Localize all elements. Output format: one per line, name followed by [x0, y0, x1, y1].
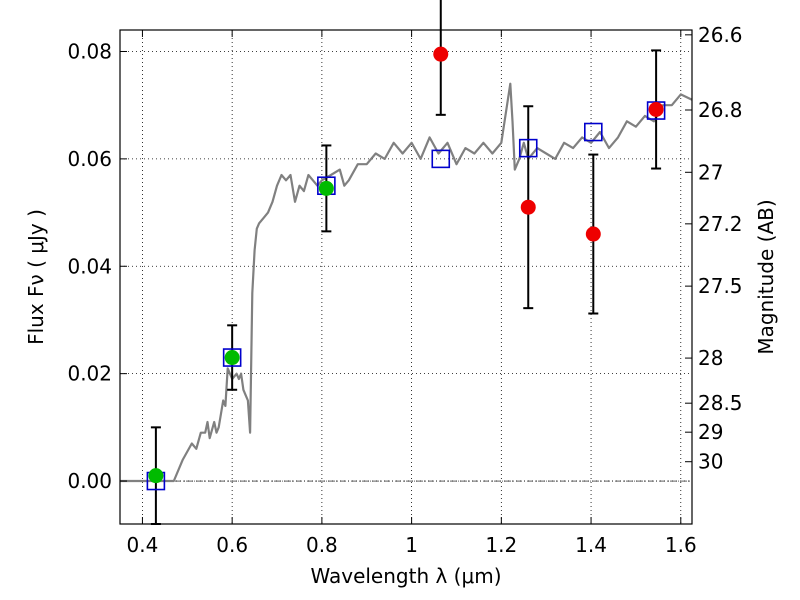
spectrum-line: [120, 82, 693, 483]
y2-tick-label: 30: [698, 450, 723, 474]
y2-tick-label: 27: [698, 160, 723, 184]
y-tick-label: 0.08: [67, 39, 112, 63]
y2-tick-label: 27.2: [698, 212, 743, 236]
x-tick-label: 0.6: [216, 533, 248, 557]
error-bars: [150, 0, 662, 525]
x-tick-label: 0.4: [127, 533, 159, 557]
model-photometry-series: [146, 101, 666, 491]
model-point-square: [584, 122, 603, 142]
x-tick-label: 1.4: [575, 533, 607, 557]
spectrum-series: [120, 82, 693, 483]
plot-frame: [119, 29, 693, 525]
data-point: [148, 468, 164, 484]
axes: 0.4 0.6 0.8 1 1.2 1.4 1.6 0.00 0.02 0.04 0.06 0.08 2…: [67, 23, 742, 557]
y-tick-label: 0.00: [67, 469, 112, 493]
grid-lines: [120, 30, 692, 524]
y2-tick-label: 28.5: [698, 391, 743, 415]
y2-tick-label: 29: [698, 420, 723, 444]
y-tick-label: 0.06: [67, 147, 112, 171]
data-point: [433, 46, 449, 62]
x-tick-label: 1.6: [665, 533, 697, 557]
model-point-square: [222, 348, 242, 367]
data-point: [648, 101, 664, 117]
y2-tick-label: 26.8: [698, 98, 743, 122]
y2-tick-label: 26.6: [698, 23, 743, 47]
x-tick-label: 1.2: [485, 533, 517, 557]
y-tick-label: 0.02: [67, 362, 112, 386]
y-tick-label: 0.04: [67, 254, 112, 278]
model-point-square: [431, 149, 451, 169]
model-point-square: [518, 138, 538, 158]
observed-photometry-series: [148, 46, 664, 484]
y2-tick-label: 27.5: [698, 274, 743, 298]
y2-axis-label: Magnitude (AB): [754, 199, 778, 354]
data-point: [585, 226, 601, 242]
x-axis-label: Wavelength λ (μm): [310, 564, 501, 588]
x-tick-label: 0.8: [306, 533, 338, 557]
data-point: [224, 350, 240, 366]
data-point: [318, 180, 334, 196]
x-tick-label: 1: [405, 533, 418, 557]
data-point: [520, 199, 536, 215]
y-axis-label: Flux Fν ( μJy ): [24, 209, 48, 345]
y2-tick-label: 28: [698, 346, 723, 370]
